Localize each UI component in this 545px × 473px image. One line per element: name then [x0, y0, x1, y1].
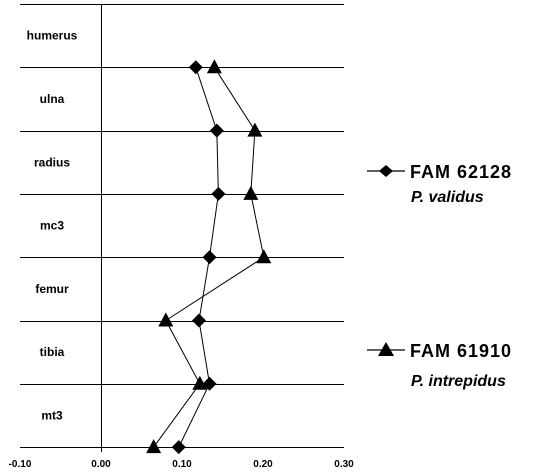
x-tick-label: -0.10: [9, 459, 32, 470]
triangle-marker-icon: [378, 342, 394, 356]
category-label: radius: [34, 155, 70, 169]
category-labels: humerus ulna radius mc3 femur tibia mt3: [27, 29, 78, 423]
x-tick-label: 0.10: [172, 459, 192, 470]
data-markers: [146, 59, 272, 455]
legend-series-name: FAM 61910: [410, 341, 512, 361]
legend: FAM 62128 P. validus FAM 61910 P. intrep…: [367, 162, 512, 390]
triangle-point: [243, 185, 259, 200]
category-label: mc3: [40, 219, 64, 233]
diamond-point: [188, 60, 203, 75]
triangle-point: [256, 249, 272, 264]
legend-series-species: P. intrepidus: [411, 373, 506, 390]
legend-entry-fam-62128: FAM 62128 P. validus: [367, 162, 512, 206]
category-label: ulna: [40, 92, 65, 106]
triangle-point: [158, 312, 174, 327]
x-tick-labels: -0.10 0.00 0.10 0.20 0.30: [9, 459, 355, 470]
x-tick-label: 0.20: [253, 459, 273, 470]
category-label: femur: [35, 282, 69, 296]
category-label: tibia: [40, 345, 65, 359]
triangle-point: [192, 375, 208, 390]
triangle-point: [146, 439, 162, 454]
triangle-point: [206, 59, 222, 74]
x-tick-label: 0.30: [334, 459, 354, 470]
diamond-point: [171, 440, 186, 455]
diamond-point: [192, 313, 207, 328]
category-label: humerus: [27, 29, 78, 43]
grid-lines: [20, 4, 344, 448]
diamond-point: [211, 186, 226, 201]
legend-series-name: FAM 62128: [410, 162, 512, 182]
x-tick-label: 0.00: [91, 459, 111, 470]
diamond-point: [202, 250, 217, 265]
diamond-point: [209, 123, 224, 138]
legend-entry-fam-61910: FAM 61910 P. intrepidus: [367, 341, 512, 390]
legend-series-species: P. validus: [411, 189, 484, 206]
diamond-marker-icon: [379, 165, 393, 177]
category-label: mt3: [41, 408, 63, 422]
diamond-point: [202, 376, 217, 391]
triangle-point: [247, 122, 263, 137]
